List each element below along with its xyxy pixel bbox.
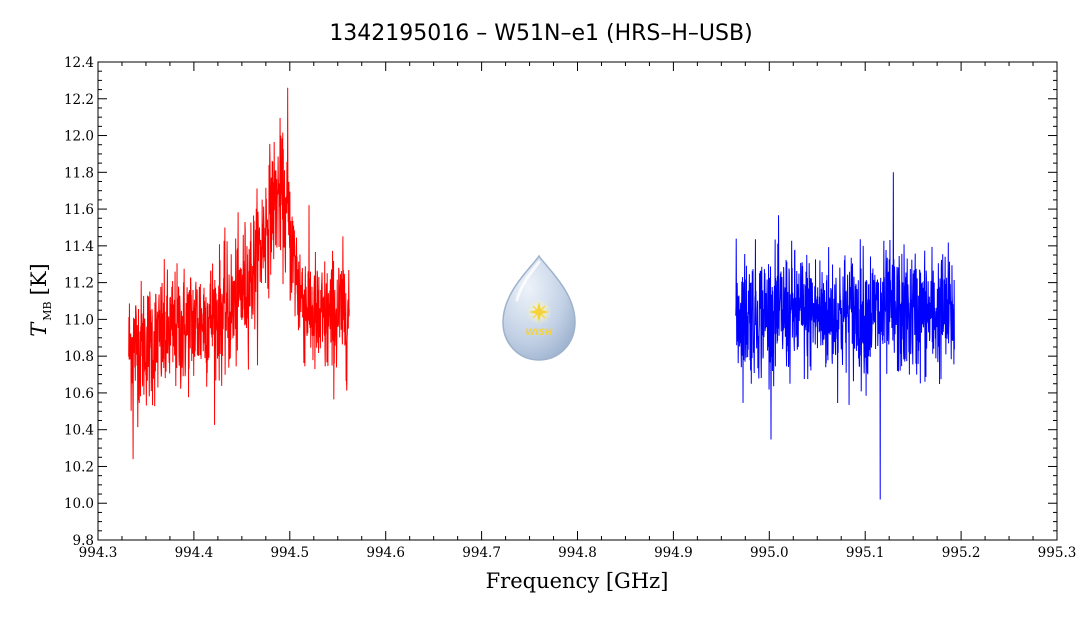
- x-tick-label: 994.5: [270, 545, 309, 561]
- y-tick-label: 10.4: [64, 423, 94, 439]
- y-tick-label: 11.4: [64, 239, 94, 255]
- y-tick-label: 11.2: [64, 276, 94, 292]
- wish-logo: WISH: [502, 254, 576, 361]
- y-tick-label: 12.0: [64, 129, 94, 145]
- x-tick-label: 995.3: [1038, 545, 1077, 561]
- series-layer: [128, 87, 955, 500]
- x-tick-label: 994.6: [366, 545, 405, 561]
- y-tick-label: 10.2: [64, 459, 94, 475]
- svg-text:TMB[K]: TMB[K]: [27, 263, 54, 336]
- x-tick-label: 994.4: [175, 545, 214, 561]
- y-tick-label: 9.8: [73, 533, 94, 549]
- series-line-1: [128, 87, 350, 460]
- y-axis-label: TMB[K]: [27, 263, 54, 336]
- x-tick-label: 994.7: [462, 545, 501, 561]
- y-tick-label: 11.0: [64, 312, 94, 328]
- x-tick-label: 994.3: [79, 545, 118, 561]
- y-tick-label: 11.6: [64, 202, 94, 218]
- chart-title: 1342195016 – W51N–e1 (HRS–H–USB): [329, 21, 752, 46]
- x-tick-label: 995.0: [750, 545, 789, 561]
- x-tick-label: 994.9: [654, 545, 693, 561]
- y-tick-label: 10.8: [64, 349, 94, 365]
- series-line-2: [735, 172, 955, 500]
- logo-text: WISH: [525, 328, 553, 338]
- x-axis-label: Frequency [GHz]: [486, 569, 669, 593]
- y-tick-label: 12.2: [64, 92, 94, 108]
- y-tick-label: 10.6: [64, 386, 94, 402]
- y-tick-label: 12.4: [64, 55, 94, 71]
- ticks-layer: 994.3 994.4 994.5 994.6 994.7 994.8 994.9 995.0…: [64, 55, 1076, 561]
- y-tick-label: 10.0: [64, 496, 94, 512]
- x-tick-label: 994.8: [558, 545, 597, 561]
- x-tick-label: 995.2: [942, 545, 981, 561]
- x-tick-label: 995.1: [846, 545, 885, 561]
- y-tick-label: 11.8: [64, 165, 94, 181]
